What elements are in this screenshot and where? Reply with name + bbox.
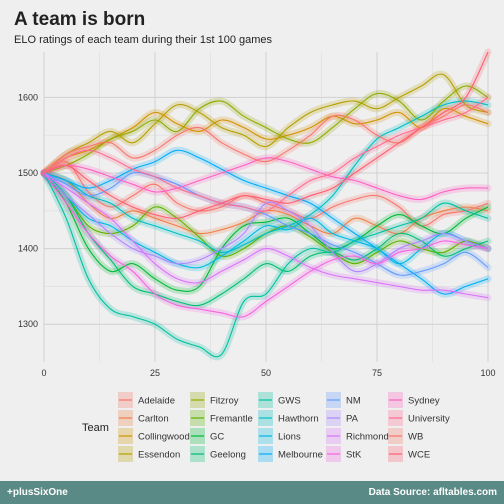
footer-source: Data Source: afltables.com <box>368 487 497 498</box>
series-line-sydney <box>43 157 489 201</box>
footer-bar: +plusSixOne Data Source: afltables.com <box>0 481 504 504</box>
legend-label-hawthorn: Hawthorn <box>278 414 319 425</box>
x-tick-label: 75 <box>372 368 382 378</box>
legend-label-melbourne: Melbourne <box>278 450 323 461</box>
legend-label-pa: PA <box>346 414 359 425</box>
legend-label-carlton: Carlton <box>138 414 169 425</box>
legend-label-richmond: Richmond <box>346 432 389 443</box>
y-tick-label: 1300 <box>18 319 38 329</box>
series-line-geelong <box>43 172 489 307</box>
series-line-melbourne <box>43 149 489 295</box>
chart-title: A team is born <box>14 9 146 30</box>
series-line-richmond <box>43 172 489 299</box>
series-line-university <box>43 96 489 212</box>
legend-label-adelaide: Adelaide <box>138 396 175 407</box>
x-tick-label: 50 <box>261 368 271 378</box>
legend-title: Team <box>82 422 109 434</box>
legend-label-wb: WB <box>408 432 423 443</box>
legend-label-fitzroy: Fitzroy <box>210 396 239 407</box>
series-line-essendon <box>43 73 489 174</box>
legend-label-stk: StK <box>346 450 362 461</box>
chart-subtitle: ELO ratings of each team during their 1s… <box>14 34 273 46</box>
series-line-hawthorn <box>43 100 489 253</box>
legend-label-fremantle: Fremantle <box>210 414 253 425</box>
series-line-nm <box>43 171 489 276</box>
y-tick-label: 1500 <box>18 168 38 178</box>
legend-label-essendon: Essendon <box>138 450 180 461</box>
y-tick-label: 1400 <box>18 244 38 254</box>
legend-label-geelong: Geelong <box>210 450 246 461</box>
line-chart: 0 25 50 75 100 1300 1400 1500 1600 Team Adelaide Ca… <box>18 48 496 462</box>
legend-label-collingwood: Collingwood <box>138 432 190 443</box>
legend-label-sydney: Sydney <box>408 396 440 407</box>
x-tick-label: 0 <box>41 368 46 378</box>
series-line-gc <box>43 172 489 292</box>
footer-brand: +plusSixOne <box>7 487 68 498</box>
legend-label-nm: NM <box>346 396 361 407</box>
series-line-lions <box>43 172 489 269</box>
series-line-fitzroy <box>43 85 489 174</box>
series-line-wce <box>43 51 489 219</box>
x-tick-label: 100 <box>480 368 495 378</box>
legend-label-university: University <box>408 414 450 425</box>
legend-label-wce: WCE <box>408 450 430 461</box>
legend-label-lions: Lions <box>278 432 301 443</box>
series-line-stk <box>43 172 489 318</box>
series-line-pa <box>43 172 489 273</box>
series-line-gws <box>43 172 489 358</box>
y-tick-label: 1600 <box>18 92 38 102</box>
series-line-collingwood <box>43 107 489 174</box>
x-tick-label: 25 <box>150 368 160 378</box>
legend-label-gws: GWS <box>278 396 301 407</box>
legend-label-gc: GC <box>210 432 224 443</box>
